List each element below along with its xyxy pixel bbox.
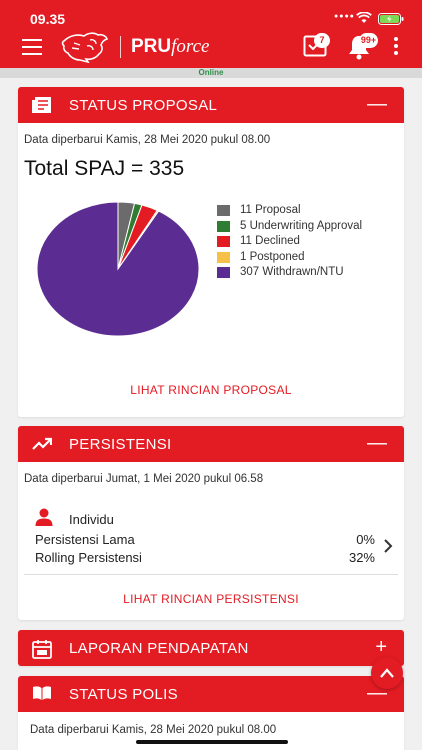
home-indicator xyxy=(136,740,288,744)
status-proposal-header[interactable]: STATUS PROPOSAL — xyxy=(18,87,404,123)
signal-dots-icon: ●●●● xyxy=(334,13,355,20)
status-proposal-title: STATUS PROPOSAL xyxy=(69,97,218,114)
chevron-right-icon[interactable] xyxy=(383,538,393,554)
legend-swatch xyxy=(217,205,230,216)
legend-swatch xyxy=(217,220,230,232)
status-proposal-card: STATUS PROPOSAL — Data diperbarui Kamis,… xyxy=(18,87,404,417)
hamburger-menu-icon[interactable] xyxy=(22,39,42,55)
legend-label: 11 Proposal xyxy=(240,204,301,216)
status-polis-header[interactable]: STATUS POLIS — xyxy=(18,676,404,712)
laporan-pendapatan-card: LAPORAN PENDAPATAN + xyxy=(18,630,404,666)
notification-count-badge: 99+ xyxy=(359,33,378,48)
last-updated-text: Data diperbarui Kamis, 28 Mei 2020 pukul… xyxy=(30,724,277,736)
connection-status-label: Online xyxy=(198,68,224,77)
legend-label: 11 Declined xyxy=(240,235,300,248)
status-polis-title: STATUS POLIS xyxy=(69,686,178,703)
prudential-lion-logo-icon xyxy=(61,32,109,63)
metric-value: 0% xyxy=(356,532,375,547)
row-divider xyxy=(24,574,398,575)
status-polis-card: STATUS POLIS — Data diperbarui Kamis, 28… xyxy=(18,676,404,750)
proposal-pie-chart xyxy=(36,201,200,337)
device-status-bar: 09.35 ●●●● xyxy=(0,0,422,28)
brand-divider xyxy=(120,36,121,58)
legend-label: 5 Underwriting Approval xyxy=(240,219,363,232)
calendar-money-icon xyxy=(32,640,52,659)
laporan-pendapatan-header[interactable]: LAPORAN PENDAPATAN + xyxy=(18,630,404,666)
cut-off-content-heading xyxy=(30,742,36,750)
metric-label: Persistensi Lama xyxy=(35,532,135,547)
persistensi-header[interactable]: PERSISTENSI — xyxy=(18,426,404,462)
legend-swatch xyxy=(217,236,230,248)
chevron-up-icon xyxy=(380,668,394,678)
last-updated-text: Data diperbarui Jumat, 1 Mei 2020 pukul … xyxy=(24,473,264,485)
metric-label: Rolling Persistensi xyxy=(35,550,142,565)
inbox-count-badge: 7 xyxy=(314,33,330,48)
persistensi-card: PERSISTENSI — Data diperbarui Jumat, 1 M… xyxy=(18,426,404,620)
view-persistensi-details-link[interactable]: LIHAT RINCIAN PERSISTENSI xyxy=(123,592,299,606)
clock: 09.35 xyxy=(30,11,66,27)
battery-icon xyxy=(378,13,404,25)
total-spaj: Total SPAJ = 335 xyxy=(24,157,185,180)
pie-slice xyxy=(36,201,200,337)
persistensi-title: PERSISTENSI xyxy=(69,436,172,453)
wifi-icon xyxy=(356,12,372,23)
collapse-toggle-icon[interactable]: — xyxy=(367,93,387,115)
scroll-to-top-button[interactable] xyxy=(371,657,403,689)
brand-logo: PRUforce xyxy=(131,36,210,57)
person-icon xyxy=(35,508,53,526)
individu-label: Individu xyxy=(69,512,114,527)
app-header: PRUforce 7 99+ xyxy=(0,28,422,68)
document-list-icon xyxy=(32,97,51,113)
open-book-icon xyxy=(33,686,51,700)
legend-swatch xyxy=(217,251,230,263)
trending-up-icon xyxy=(32,437,52,450)
metric-value: 32% xyxy=(348,550,375,565)
legend-label: 1 Postponed xyxy=(240,250,305,263)
last-updated-text: Data diperbarui Kamis, 28 Mei 2020 pukul… xyxy=(24,134,271,146)
connection-status-bar: Online xyxy=(0,68,422,78)
expand-toggle-icon[interactable]: + xyxy=(375,636,387,658)
view-proposal-details-link[interactable]: LIHAT RINCIAN PROPOSAL xyxy=(130,383,292,397)
laporan-pendapatan-title: LAPORAN PENDAPATAN xyxy=(69,640,249,657)
legend-swatch xyxy=(217,267,230,279)
legend-label: 307 Withdrawn/NTU xyxy=(240,266,344,279)
collapse-toggle-icon[interactable]: — xyxy=(367,432,387,454)
more-options-icon[interactable] xyxy=(394,37,400,58)
